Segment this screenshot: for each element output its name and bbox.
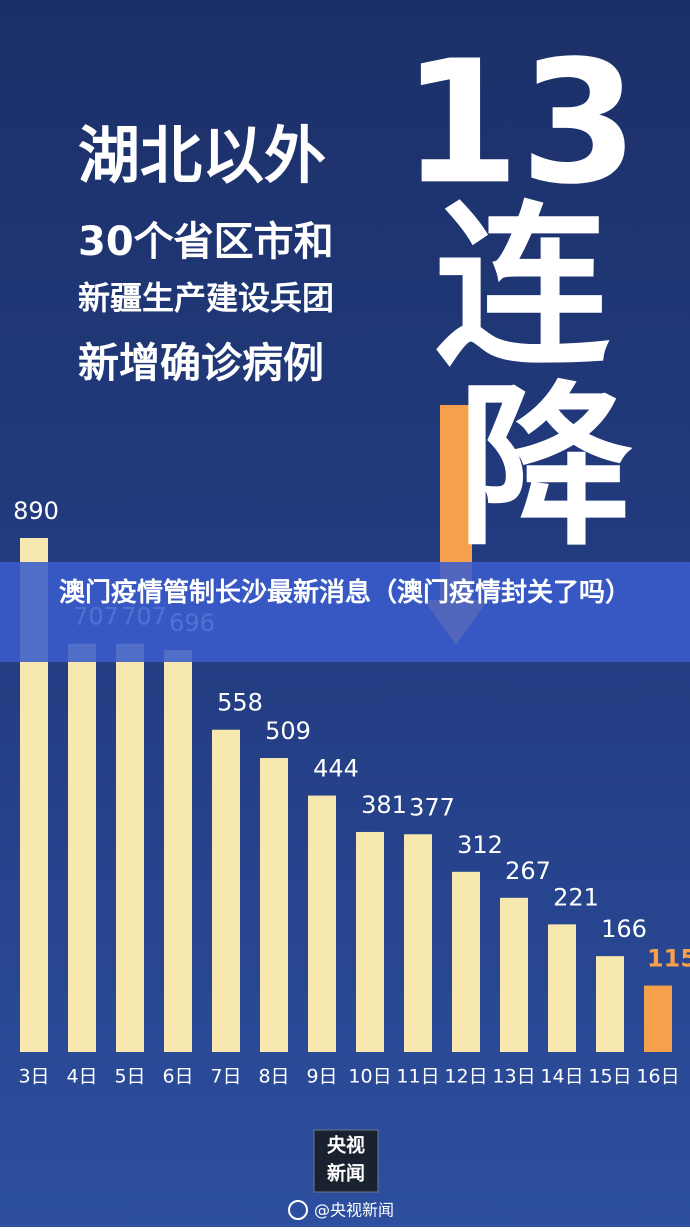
bar <box>68 643 96 1052</box>
x-tick-label: 3日 <box>18 1066 49 1088</box>
bar <box>596 956 624 1052</box>
bar <box>548 924 576 1052</box>
value-label: 381 <box>361 791 407 819</box>
bar <box>356 831 384 1052</box>
bar <box>260 758 288 1052</box>
x-tick-label: 9日 <box>306 1066 337 1088</box>
x-tick-label: 15日 <box>588 1066 631 1088</box>
logo-text: 央视 <box>327 1134 365 1157</box>
bar <box>644 985 672 1052</box>
x-tick-label: 7日 <box>210 1066 241 1088</box>
bar <box>452 871 480 1052</box>
logo <box>313 1129 379 1193</box>
value-label: 166 <box>601 915 647 943</box>
value-label: 115 <box>647 945 690 973</box>
headline-line: 新增确诊病例 <box>78 339 324 387</box>
x-tick-label: 16日 <box>636 1066 679 1088</box>
value-label: 558 <box>217 689 263 717</box>
value-label: 267 <box>505 857 551 885</box>
x-tick-label: 12日 <box>444 1066 487 1088</box>
big-char: 降 <box>458 367 634 570</box>
x-tick-label: 4日 <box>66 1066 97 1088</box>
banner <box>0 562 690 662</box>
x-tick-label: 8日 <box>258 1066 289 1088</box>
bar <box>404 834 432 1052</box>
logo-text: 新闻 <box>327 1162 365 1185</box>
headline-line: 湖北以外 <box>78 119 326 192</box>
x-tick-label: 13日 <box>492 1066 535 1088</box>
value-label: 221 <box>553 883 599 911</box>
bar <box>212 729 240 1052</box>
x-tick-label: 11日 <box>396 1066 439 1088</box>
headline-line: 30个省区市和 <box>78 219 334 265</box>
banner-box: 澳门疫情管制长沙最新消息（澳门疫情封关了吗） <box>58 578 631 608</box>
value-label: 444 <box>313 755 359 783</box>
value-label: 509 <box>265 717 311 745</box>
x-tick-label: 6日 <box>162 1066 193 1088</box>
bar <box>164 650 192 1052</box>
value-label: 890 <box>13 497 59 525</box>
headline-line: 新疆生产建设兵团 <box>78 279 334 317</box>
bar <box>308 795 336 1052</box>
value-label: 312 <box>457 831 503 859</box>
bar <box>116 643 144 1052</box>
headline: 湖北以外 30个省区市和 新疆生产建设兵团 新增确诊病例 13 连 <box>78 24 638 389</box>
x-tick-label: 14日 <box>540 1066 583 1088</box>
weibo-icon <box>288 1200 308 1220</box>
value-label: 377 <box>409 793 455 821</box>
big-char: 连 <box>435 187 611 390</box>
x-tick-label: 10日 <box>348 1066 391 1088</box>
logo-handle: @央视新闻 <box>314 1201 394 1220</box>
banner-text: 澳门疫情管制长沙最新消息（澳门疫情封关了吗） <box>58 578 631 608</box>
x-tick-label: 5日 <box>114 1066 145 1088</box>
bar <box>500 897 528 1052</box>
big-number: 13 <box>402 24 639 222</box>
